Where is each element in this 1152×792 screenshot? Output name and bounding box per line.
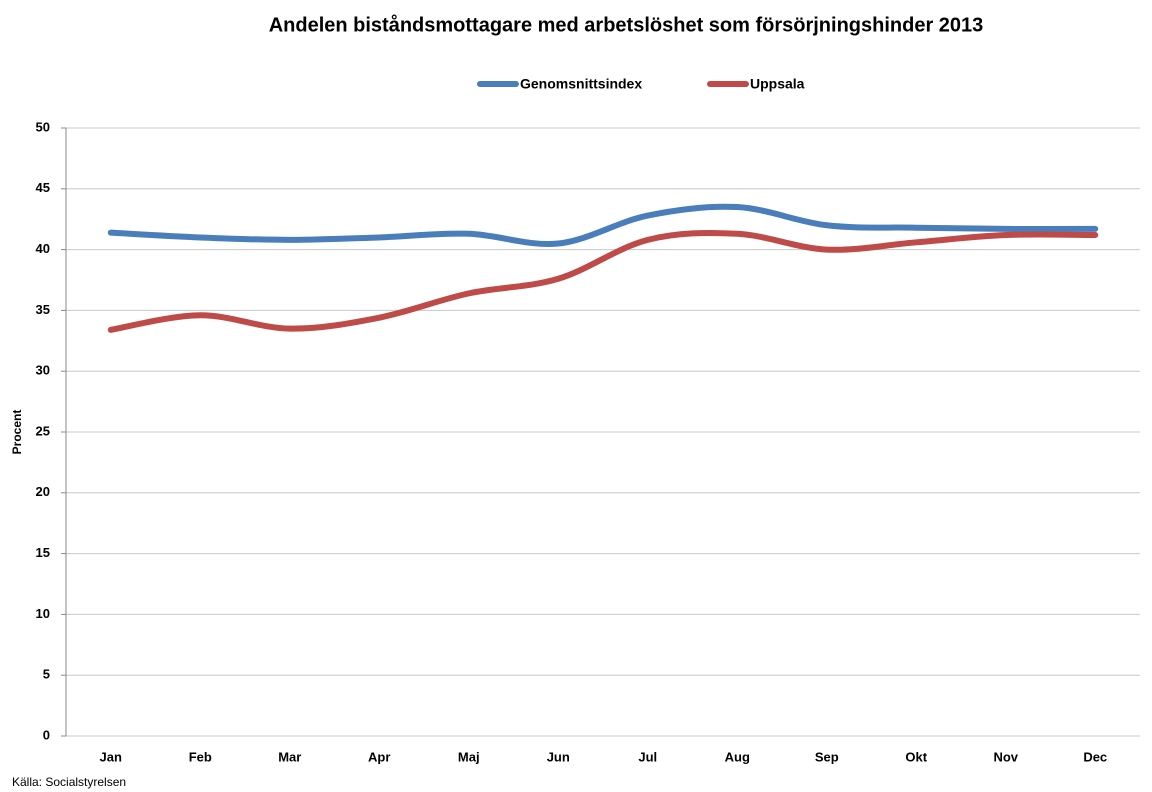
y-tick-label: 5: [43, 667, 50, 682]
y-tick-label: 35: [36, 302, 50, 317]
x-tick-label: Maj: [458, 749, 480, 764]
x-tick-label: Okt: [905, 749, 927, 764]
x-tick-label: Nov: [993, 749, 1018, 764]
line-series: [107, 203, 1099, 248]
y-tick-label: 30: [36, 363, 50, 378]
x-tick-label: Apr: [368, 749, 390, 764]
chart-title: Andelen biståndsmottagare med arbetslösh…: [269, 13, 984, 36]
line-series: [107, 229, 1099, 333]
x-tick-label: Jan: [100, 749, 122, 764]
x-tick-label: Sep: [815, 749, 839, 764]
x-tick-label: Feb: [189, 749, 212, 764]
y-tick-label: 10: [36, 606, 50, 621]
y-tick-label: 20: [36, 484, 50, 499]
x-tick-label: Mar: [278, 749, 301, 764]
source: Källa: Socialstyrelsen: [12, 775, 126, 789]
y-tick-label: 25: [36, 423, 50, 438]
legend-label: Genomsnittsindex: [520, 76, 642, 92]
legend-label: Uppsala: [750, 76, 805, 92]
y-tick-label: 50: [36, 119, 50, 134]
y-tick-label: 45: [36, 180, 50, 195]
y-tick-label: 15: [36, 545, 50, 560]
x-tick-label: Dec: [1083, 749, 1107, 764]
x-tick-label: Jul: [638, 749, 657, 764]
x-tick-label: Aug: [725, 749, 750, 764]
x-tick-label: Jun: [547, 749, 570, 764]
y-tick-label: 0: [43, 727, 50, 742]
y-axis-label: Procent: [10, 410, 24, 455]
y-tick-label: 40: [36, 241, 50, 256]
